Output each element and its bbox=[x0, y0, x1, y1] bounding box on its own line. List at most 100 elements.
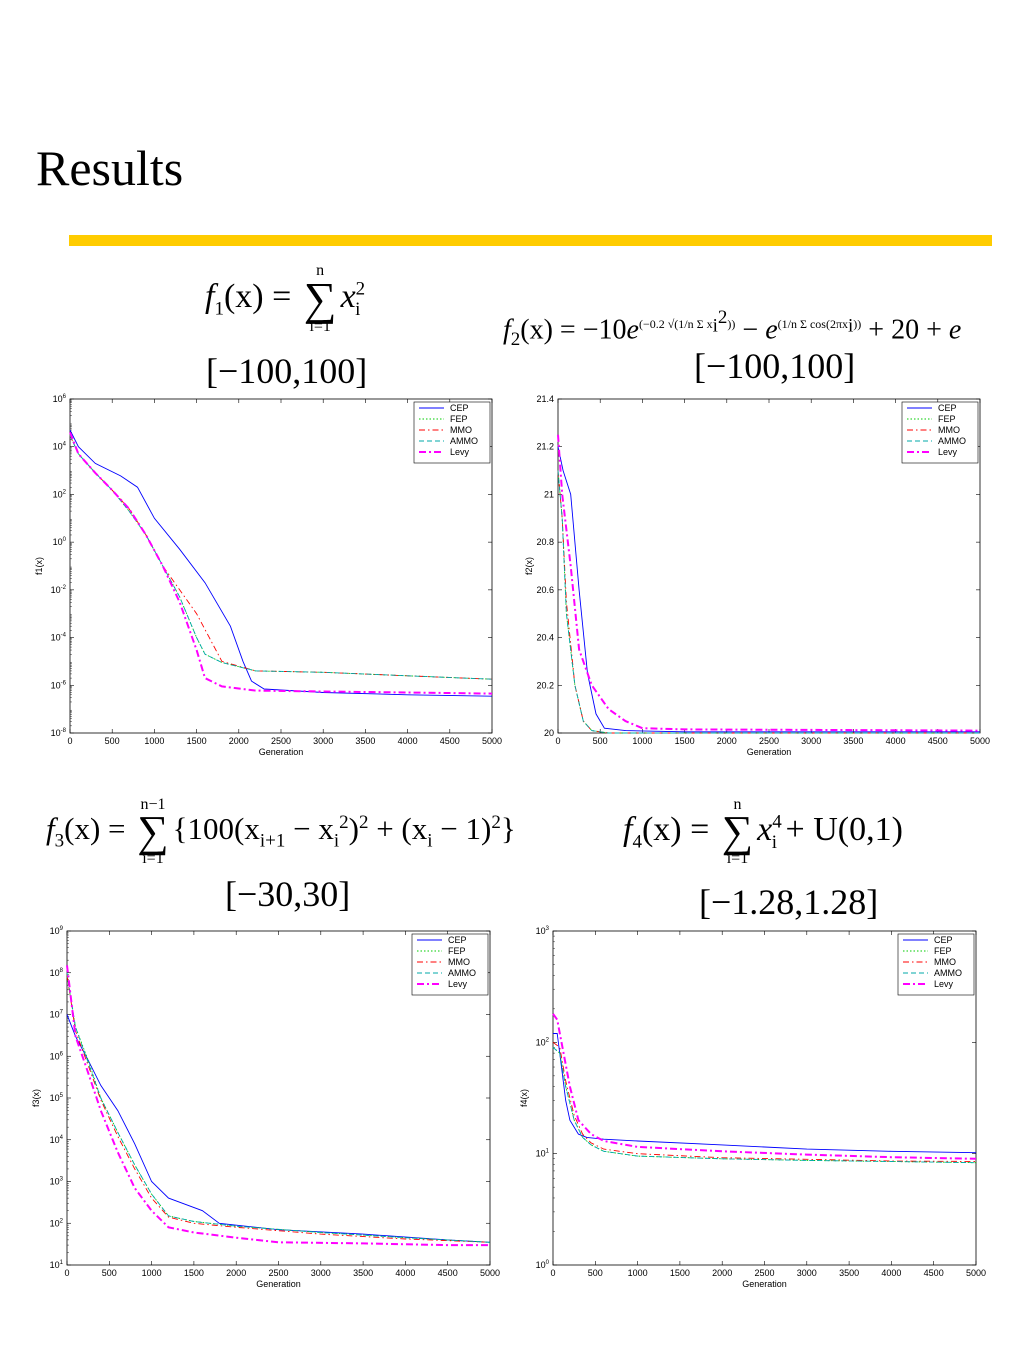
x-tick-label: 3500 bbox=[353, 1268, 373, 1278]
legend-box bbox=[897, 933, 975, 996]
x-tick-label: 2500 bbox=[271, 736, 291, 746]
chart-f3: 0 500 1000 1500 2000 2500 3000 3500 4000 4500 5000… bbox=[30, 925, 500, 1295]
y-tick-label: 20.8 bbox=[536, 537, 554, 547]
domain-f1: [−100,100] bbox=[206, 351, 368, 391]
chart-f1-svg: 0 500 1000 1500 2000 2500 3000 3500 4000 4500 5000… bbox=[34, 394, 502, 757]
y-tick-label: 20.2 bbox=[536, 680, 554, 690]
x-axis-label: Generation bbox=[742, 1279, 787, 1289]
y-tick-label: 100 bbox=[53, 537, 67, 547]
x-tick-label: 1500 bbox=[670, 1268, 690, 1278]
y-tick-label: 101 bbox=[536, 1149, 550, 1159]
series-line-ammo bbox=[552, 1047, 977, 1164]
domain-f3: [−30,30] bbox=[225, 874, 351, 914]
x-tick-label: 2000 bbox=[226, 1268, 246, 1278]
x-tick-label: 3500 bbox=[355, 736, 375, 746]
x-tick-label: 4000 bbox=[886, 736, 906, 746]
x-tick-label: 500 bbox=[105, 736, 120, 746]
y-tick-label: 20.4 bbox=[536, 633, 554, 643]
legend-entry-label: Levy bbox=[450, 447, 470, 457]
x-tick-label: 3000 bbox=[797, 1268, 817, 1278]
y-tick-label: 103 bbox=[50, 1177, 64, 1187]
y-tick-label: 104 bbox=[50, 1135, 64, 1145]
x-tick-label: 1000 bbox=[142, 1268, 162, 1278]
x-tick-label: 2500 bbox=[759, 736, 779, 746]
chart-f2-svg: 0 500 1000 1500 2000 2500 3000 3500 4000 4500 5000… bbox=[524, 394, 990, 757]
x-tick-label: 1000 bbox=[628, 1268, 648, 1278]
formula-f2: f2(x) = −10e(−0.2 √(1/n Σ xi2)) − e(1/n … bbox=[503, 307, 962, 350]
x-tick-label: 5000 bbox=[970, 736, 990, 746]
x-tick-label: 3000 bbox=[801, 736, 821, 746]
y-tick-label: 106 bbox=[50, 1051, 64, 1061]
x-tick-label: 4000 bbox=[398, 736, 418, 746]
y-axis-label: f2(x) bbox=[524, 557, 534, 575]
x-tick-label: 5000 bbox=[482, 736, 502, 746]
y-tick-label: 108 bbox=[50, 968, 64, 978]
series-line-fep bbox=[66, 976, 491, 1243]
series-line-cep bbox=[557, 446, 980, 733]
legend-entry-label: CEP bbox=[450, 403, 469, 413]
x-tick-label: 1000 bbox=[632, 736, 652, 746]
x-tick-label: 1500 bbox=[184, 1268, 204, 1278]
series-line-levy bbox=[66, 965, 490, 1247]
x-tick-label: 4500 bbox=[928, 736, 948, 746]
x-axis-label: Generation bbox=[259, 747, 304, 757]
x-tick-label: 500 bbox=[102, 1268, 117, 1278]
x-tick-label: 500 bbox=[588, 1268, 603, 1278]
title-rule bbox=[69, 235, 992, 246]
x-tick-label: 500 bbox=[593, 736, 608, 746]
legend-entry-label: CEP bbox=[938, 403, 957, 413]
chart-f4-svg: 0 500 1000 1500 2000 2500 3000 3500 4000 4500 5000… bbox=[519, 926, 986, 1289]
legend-entry-label: AMMO bbox=[934, 968, 962, 978]
y-tick-label: 10-2 bbox=[51, 585, 67, 595]
x-tick-label: 0 bbox=[555, 736, 560, 746]
series-line-cep bbox=[69, 429, 493, 697]
x-tick-label: 3500 bbox=[843, 736, 863, 746]
x-tick-label: 4500 bbox=[438, 1268, 458, 1278]
y-tick-label: 10-6 bbox=[51, 680, 67, 690]
y-tick-label: 21.4 bbox=[536, 394, 554, 404]
y-axis-label: f1(x) bbox=[34, 557, 44, 575]
series-line-levy bbox=[69, 432, 493, 695]
legend-entry-label: AMMO bbox=[938, 436, 966, 446]
series-line-cep bbox=[553, 1033, 977, 1154]
y-tick-label: 10-4 bbox=[51, 633, 67, 643]
y-tick-label: 21.2 bbox=[536, 442, 554, 452]
x-tick-label: 0 bbox=[550, 1268, 555, 1278]
y-tick-label: 100 bbox=[536, 1260, 550, 1270]
series-line-levy bbox=[552, 1013, 977, 1160]
x-tick-label: 2500 bbox=[754, 1268, 774, 1278]
x-tick-label: 1500 bbox=[675, 736, 695, 746]
series-line-ammo bbox=[557, 470, 980, 734]
y-tick-label: 106 bbox=[53, 394, 67, 404]
legend-entry-label: FEP bbox=[934, 946, 952, 956]
x-tick-label: 1000 bbox=[144, 736, 164, 746]
series-line-mmo bbox=[66, 974, 491, 1243]
chart-f3-svg: 0 500 1000 1500 2000 2500 3000 3500 4000 4500 5000… bbox=[31, 926, 500, 1289]
y-tick-label: 101 bbox=[50, 1260, 64, 1270]
series-line-mmo bbox=[69, 435, 493, 680]
x-tick-label: 4000 bbox=[395, 1268, 415, 1278]
y-tick-label: 107 bbox=[50, 1010, 64, 1020]
y-tick-label: 103 bbox=[536, 926, 550, 936]
x-tick-label: 2000 bbox=[717, 736, 737, 746]
x-tick-label: 4000 bbox=[881, 1268, 901, 1278]
y-tick-label: 21 bbox=[544, 489, 554, 499]
x-axis-label: Generation bbox=[256, 1279, 301, 1289]
y-tick-label: 20 bbox=[544, 728, 554, 738]
x-tick-label: 2500 bbox=[268, 1268, 288, 1278]
series-line-mmo bbox=[552, 1041, 977, 1162]
y-axis-label: f3(x) bbox=[31, 1089, 41, 1107]
x-tick-label: 3000 bbox=[313, 736, 333, 746]
series-line-ammo bbox=[69, 435, 493, 680]
y-tick-label: 104 bbox=[53, 442, 67, 452]
series-line-ammo bbox=[66, 972, 491, 1243]
chart-f1: 0 500 1000 1500 2000 2500 3000 3500 4000 4500 5000… bbox=[30, 393, 502, 763]
y-tick-label: 10-8 bbox=[51, 728, 67, 738]
legend-entry-label: MMO bbox=[450, 425, 472, 435]
x-tick-label: 4500 bbox=[440, 736, 460, 746]
x-tick-label: 4500 bbox=[924, 1268, 944, 1278]
legend-box bbox=[411, 933, 489, 996]
legend-entry-label: FEP bbox=[448, 946, 466, 956]
formula-f4: f4(x) = n ∑ i=1 x4i + U(0,1) bbox=[623, 796, 903, 867]
legend-entry-label: CEP bbox=[448, 935, 467, 945]
